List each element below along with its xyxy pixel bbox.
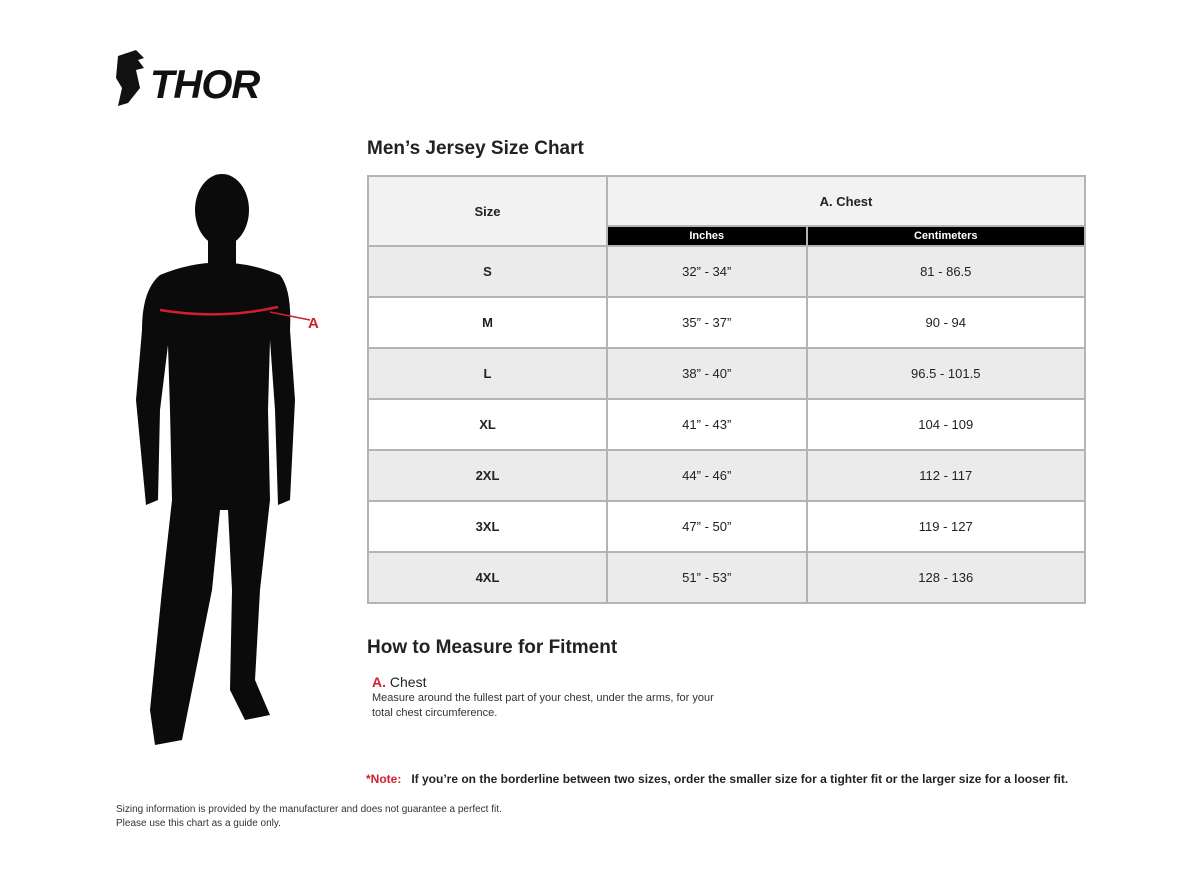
measure-item-name: Chest <box>389 674 427 690</box>
size-table: Size A. Chest Inches Centimeters S 32” - … <box>367 175 1086 604</box>
disclaimer-line-1: Sizing information is provided by the ma… <box>116 804 502 815</box>
centimeters-cell: 119 - 127 <box>805 500 1086 553</box>
chart-title: Men’s Jersey Size Chart <box>367 138 584 159</box>
inches-cell: 47” - 50” <box>606 500 808 553</box>
note-text: If you’re on the borderline between two … <box>411 772 1069 786</box>
svg-text:THOR: THOR <box>150 63 260 107</box>
centimeters-cell: 104 - 109 <box>805 398 1086 451</box>
header-centimeters: Centimeters <box>805 225 1086 247</box>
size-cell: XL <box>367 398 608 451</box>
table-row: 2XL 44” - 46” 112 - 117 <box>367 449 1086 502</box>
inches-cell: 51” - 53” <box>606 551 808 604</box>
measure-title: How to Measure for Fitment <box>367 637 618 658</box>
body-silhouette-figure: A <box>136 174 319 745</box>
table-row: 4XL 51” - 53” 128 - 136 <box>367 551 1086 604</box>
table-row: M 35” - 37” 90 - 94 <box>367 296 1086 349</box>
centimeters-cell: 96.5 - 101.5 <box>805 347 1086 400</box>
table-row: XL 41” - 43” 104 - 109 <box>367 398 1086 451</box>
size-cell: 2XL <box>367 449 608 502</box>
disclaimer: Sizing information is provided by the ma… <box>116 803 502 831</box>
centimeters-cell: 128 - 136 <box>805 551 1086 604</box>
note-label: *Note: <box>366 772 402 786</box>
table-row: 3XL 47” - 50” 119 - 127 <box>367 500 1086 553</box>
size-cell: 3XL <box>367 500 608 553</box>
centimeters-cell: 90 - 94 <box>805 296 1086 349</box>
measure-item-heading: A. Chest <box>372 674 426 690</box>
measure-item-letter: A. <box>372 674 386 690</box>
table-row: S 32” - 34” 81 - 86.5 <box>367 245 1086 298</box>
note: *Note: If you’re on the borderline betwee… <box>366 772 1068 786</box>
header-chest: A. Chest <box>606 175 1086 227</box>
table-row: L 38” - 40” 96.5 - 101.5 <box>367 347 1086 400</box>
header-inches: Inches <box>606 225 808 247</box>
measure-item-description: Measure around the fullest part of your … <box>372 692 714 719</box>
inches-cell: 44” - 46” <box>606 449 808 502</box>
inches-cell: 32” - 34” <box>606 245 808 298</box>
thor-logo: THOR <box>116 50 261 107</box>
inches-cell: 35” - 37” <box>606 296 808 349</box>
centimeters-cell: 112 - 117 <box>805 449 1086 502</box>
inches-cell: 38” - 40” <box>606 347 808 400</box>
marker-label-a: A <box>308 315 319 332</box>
size-cell: S <box>367 245 608 298</box>
header-size: Size <box>367 175 608 247</box>
disclaimer-line-2: Please use this chart as a guide only. <box>116 818 281 829</box>
inches-cell: 41” - 43” <box>606 398 808 451</box>
centimeters-cell: 81 - 86.5 <box>805 245 1086 298</box>
size-cell: M <box>367 296 608 349</box>
size-cell: L <box>367 347 608 400</box>
size-cell: 4XL <box>367 551 608 604</box>
